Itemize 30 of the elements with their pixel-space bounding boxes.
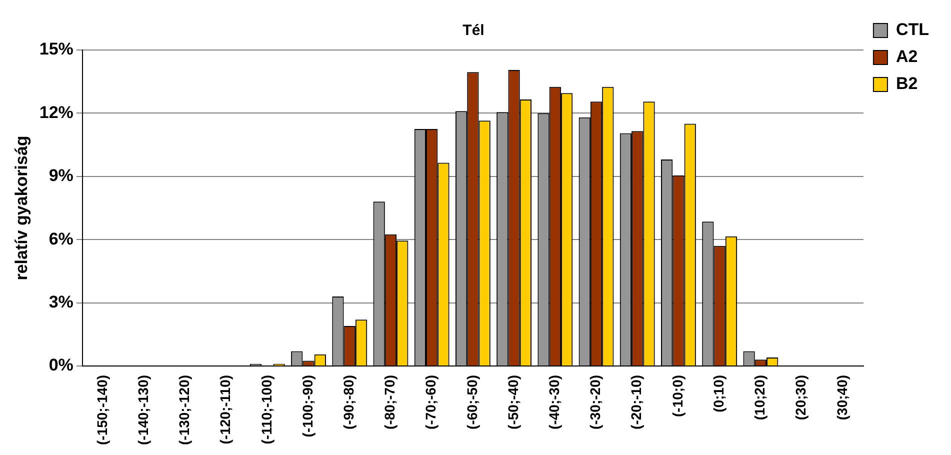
chart-title: Tél [462, 22, 484, 40]
x-tick-label: (-70;-60) [422, 374, 439, 430]
x-tick-label: (-50;-40) [504, 374, 521, 430]
x-tick-label: (-130;-120) [176, 374, 192, 446]
y-axis-title: relatív gyakoriság [12, 136, 31, 280]
legend-label: CTL [896, 20, 929, 40]
x-tick-label: (-10;0) [669, 374, 686, 417]
y-tick-label: 6% [48, 229, 74, 248]
x-tick-label: (-90;-80) [340, 374, 356, 430]
x-tick-label: (-20;-10) [628, 374, 644, 430]
y-tick-label: 15% [39, 40, 74, 59]
y-tick-label: 3% [48, 292, 74, 312]
x-tick-label: (-120;-110) [217, 374, 234, 444]
y-tick-label: 9% [48, 166, 74, 186]
legend-label: B2 [896, 74, 918, 94]
x-tick-label: (-110;-100) [258, 374, 274, 444]
x-tick-label: (10;20) [752, 374, 768, 420]
x-tick-label: (-80;-70) [382, 374, 398, 430]
x-tick-label: (-140;-130) [134, 374, 151, 446]
y-tick-label: 0% [48, 356, 74, 375]
x-tick-label: (-30;-20) [587, 374, 604, 430]
y-tick-label: 12% [39, 102, 74, 122]
x-tick-label: (0;10) [710, 374, 726, 412]
x-tick-label: (-60;-50) [464, 374, 480, 430]
x-tick-label: (-40;-30) [546, 374, 562, 430]
x-tick-label: (-150;-140) [94, 374, 110, 446]
x-tick-label: (-100;-90) [299, 374, 316, 438]
x-tick-label: (30;40) [834, 374, 850, 420]
legend-label: A2 [896, 47, 918, 66]
x-tick-label: (20;30) [792, 374, 809, 420]
